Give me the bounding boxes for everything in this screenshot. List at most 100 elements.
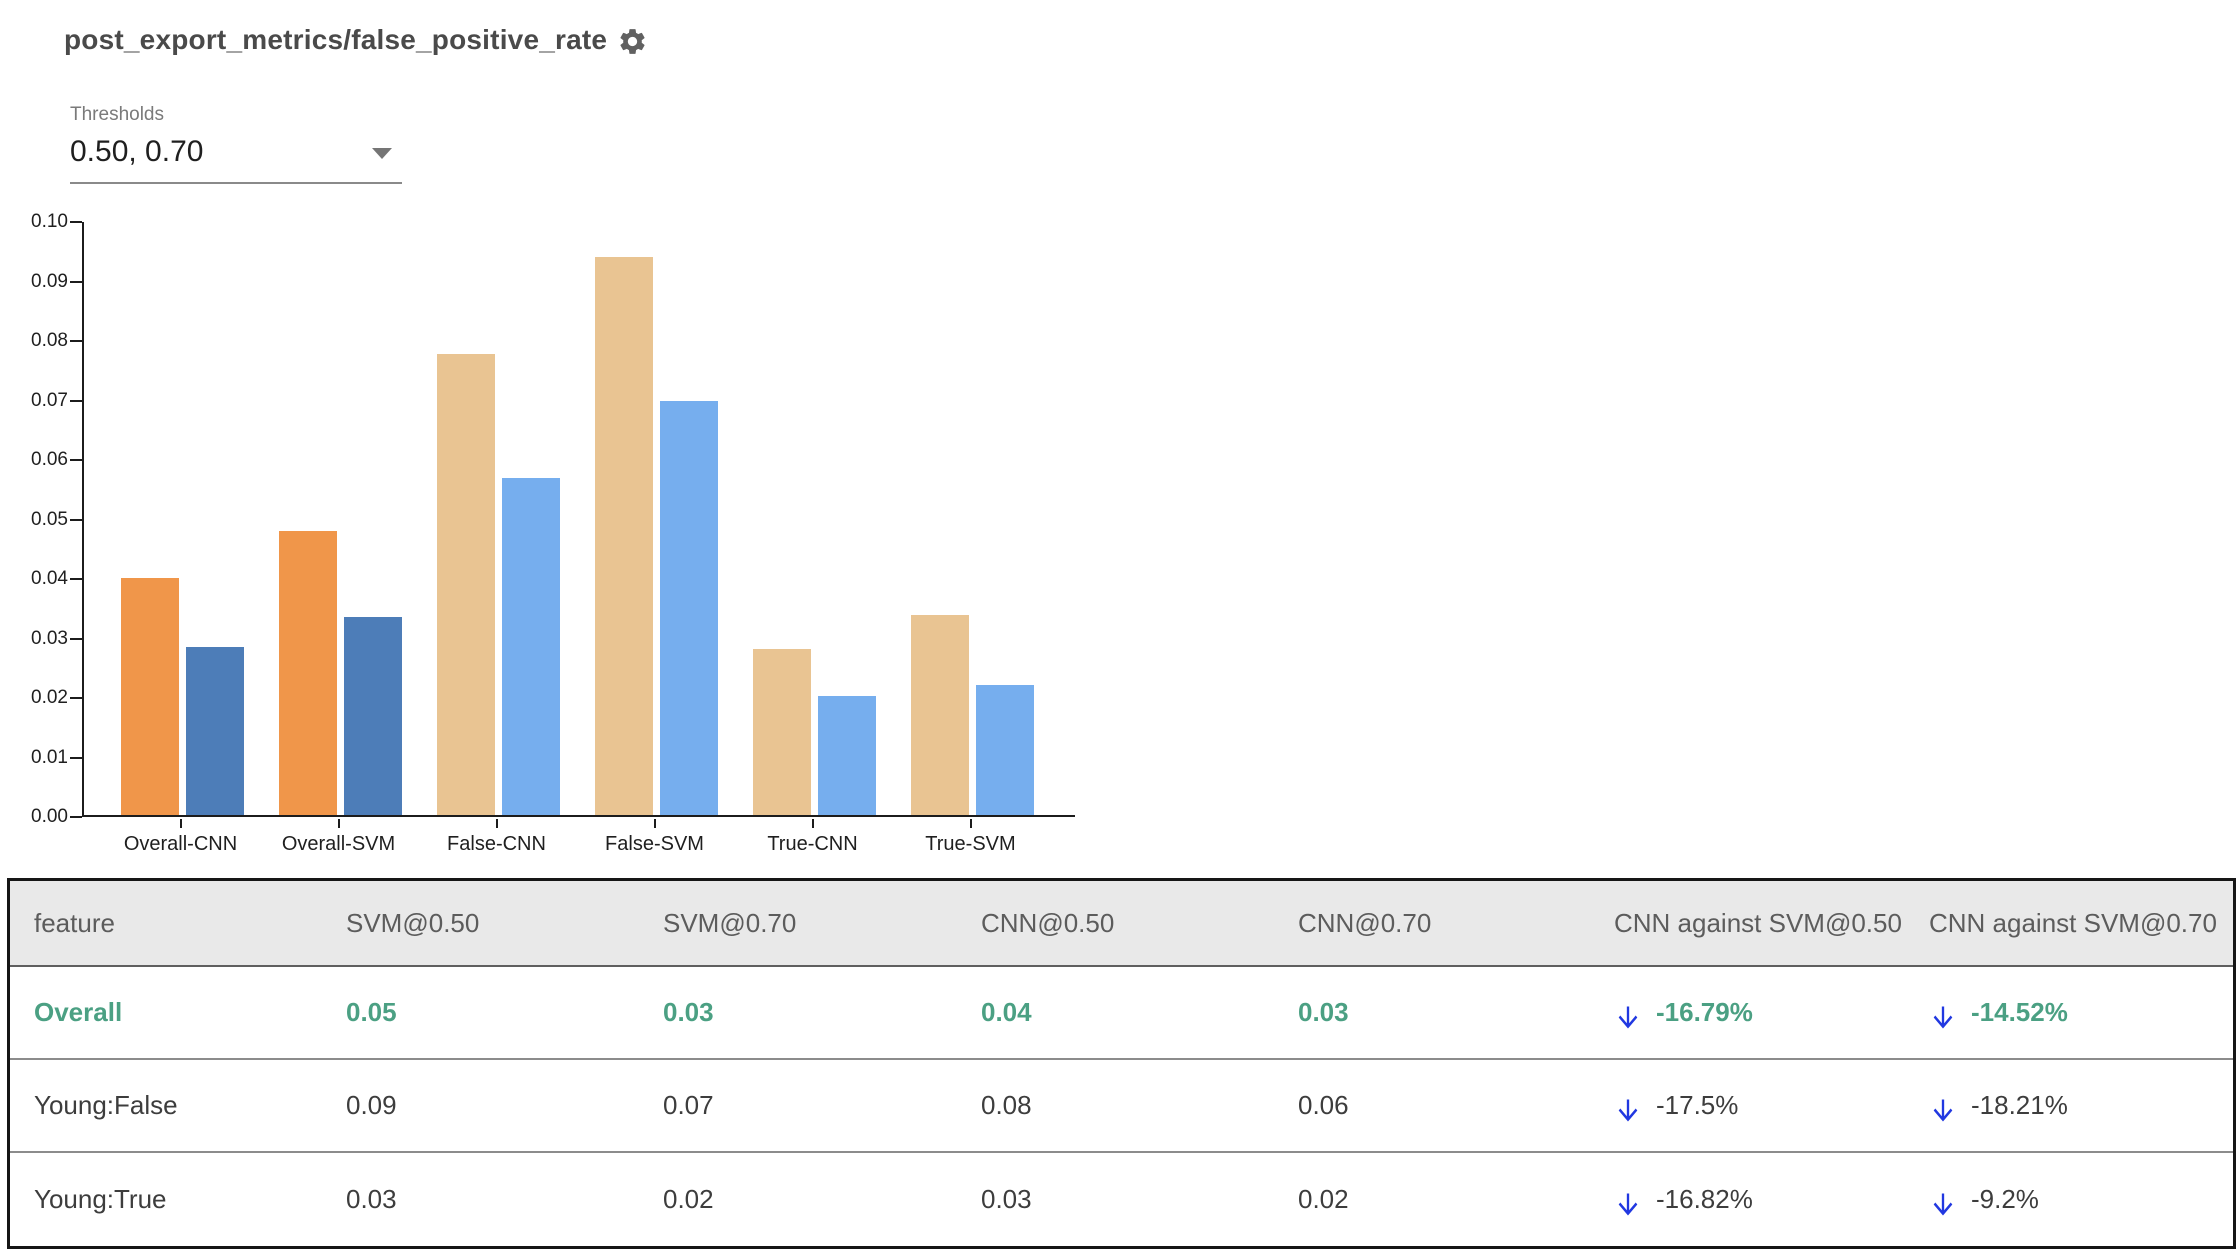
comparison-value: -9.2% xyxy=(1971,1184,2039,1214)
value-cell-cnn-0.50: 0.04 xyxy=(957,997,1274,1028)
metric-value: 0.04 xyxy=(981,997,1032,1027)
y-tick-label: 0.00 xyxy=(31,806,68,827)
feature-cell: Young:True xyxy=(10,1184,322,1215)
x-tick-mark xyxy=(811,819,814,828)
column-header-feature: feature xyxy=(34,907,115,938)
arrow-down-icon xyxy=(1929,1094,1957,1122)
arrow-down-icon xyxy=(1929,1188,1957,1216)
column-header-svm-0.50: SVM@0.50 xyxy=(346,907,480,938)
arrow-down-icon xyxy=(1614,1001,1642,1029)
metric-value: 0.02 xyxy=(663,1184,714,1214)
metric-value: 0.09 xyxy=(346,1090,397,1120)
feature-label: Young:False xyxy=(34,1090,178,1120)
comparison-value: -16.82% xyxy=(1656,1184,1753,1214)
feature-cell: Overall xyxy=(10,997,322,1028)
bar-true-svm-t050 xyxy=(911,615,969,815)
arrow-down-icon xyxy=(1614,1188,1642,1216)
value-cell-svm-0.50: 0.09 xyxy=(322,1090,639,1121)
value-cell-svm-0.50: 0.05 xyxy=(322,997,639,1028)
x-tick-label-false-cnn: False-CNN xyxy=(447,833,546,855)
comparison-cell-svm0.70: -9.2% xyxy=(1905,1183,2233,1216)
bar-overall-svm-t070 xyxy=(344,617,402,815)
bar-false-cnn-t050 xyxy=(437,354,495,815)
comparison-cell-svm0.70: -18.21% xyxy=(1905,1089,2233,1122)
comparison-value: -14.52% xyxy=(1971,997,2068,1027)
bar-false-cnn-t070 xyxy=(502,478,560,815)
y-tick-label: 0.10 xyxy=(31,211,68,232)
metric-value: 0.03 xyxy=(346,1184,397,1214)
y-tick-label: 0.02 xyxy=(31,687,68,708)
thresholds-label: Thresholds xyxy=(70,104,164,125)
y-tick-mark xyxy=(70,756,82,759)
x-tick-mark xyxy=(337,819,340,828)
comparison-cell-svm0.50: -17.5% xyxy=(1590,1089,1905,1122)
y-tick-mark xyxy=(70,816,82,818)
column-header-cnn-against-svm-0.50: CNN against SVM@0.50 xyxy=(1614,907,1902,938)
comparison-value: -16.79% xyxy=(1656,997,1753,1027)
thresholds-select[interactable]: Thresholds 0.50, 0.70 xyxy=(70,104,402,184)
value-cell-cnn-0.70: 0.03 xyxy=(1274,997,1590,1028)
metric-value: 0.05 xyxy=(346,997,397,1027)
metric-value: 0.03 xyxy=(981,1184,1032,1214)
y-tick-label: 0.01 xyxy=(31,746,68,768)
bar-overall-svm-t050 xyxy=(279,531,337,815)
column-header-cnn-against-svm-0.70: CNN against SVM@0.70 xyxy=(1929,907,2217,938)
comparison-value: -18.21% xyxy=(1971,1090,2068,1120)
value-cell-cnn-0.70: 0.02 xyxy=(1274,1184,1590,1215)
column-header-svm-0.70: SVM@0.70 xyxy=(663,907,797,938)
metric-value: 0.07 xyxy=(663,1090,714,1120)
comparison-cell-svm0.50: -16.82% xyxy=(1590,1183,1905,1216)
x-tick-label-false-svm: False-SVM xyxy=(605,833,704,855)
table-header-row: feature SVM@0.50 SVM@0.70 CNN@0.50 CNN@0.70 C… xyxy=(10,881,2233,967)
y-tick-mark xyxy=(70,280,82,283)
y-tick-mark xyxy=(70,578,82,580)
y-tick-mark xyxy=(70,697,82,699)
x-tick-label-true-svm: True-SVM xyxy=(925,833,1016,855)
y-tick-label: 0.07 xyxy=(31,389,68,411)
page-title: post_export_metrics/false_positive_rate xyxy=(64,24,608,55)
arrow-down-icon xyxy=(1929,1001,1957,1029)
bar-overall-cnn-t070 xyxy=(186,647,244,815)
x-tick-mark xyxy=(179,819,182,828)
bar-overall-cnn-t050 xyxy=(121,578,179,815)
x-tick-mark xyxy=(495,819,498,828)
value-cell-svm-0.70: 0.07 xyxy=(639,1090,957,1121)
x-tick-label-overall-svm: Overall-SVM xyxy=(281,833,396,855)
table-row-overall[interactable]: Overall 0.05 0.03 0.04 0.03 -16.79% -14.52% xyxy=(10,967,2233,1060)
x-tick-label-true-cnn: True-CNN xyxy=(767,833,858,855)
value-cell-cnn-0.50: 0.08 xyxy=(957,1090,1274,1121)
metric-value: 0.08 xyxy=(981,1090,1032,1120)
y-tick-mark xyxy=(70,221,82,223)
table-row-young-true[interactable]: Young:True 0.03 0.02 0.03 0.02 -16.82% -9.2% xyxy=(10,1153,2233,1246)
value-cell-svm-0.70: 0.03 xyxy=(639,997,957,1028)
metric-value: 0.02 xyxy=(1298,1184,1349,1214)
table-row-young-false[interactable]: Young:False 0.09 0.07 0.08 0.06 -17.5% -18.21% xyxy=(10,1060,2233,1153)
bar-true-cnn-t050 xyxy=(753,649,811,815)
comparison-cell-svm0.70: -14.52% xyxy=(1905,996,2233,1029)
column-header-cnn-0.70: CNN@0.70 xyxy=(1298,907,1432,938)
feature-cell: Young:False xyxy=(10,1090,322,1121)
y-tick-mark xyxy=(70,340,82,342)
feature-label: Young:True xyxy=(34,1184,167,1214)
bar-true-cnn-t070 xyxy=(818,696,876,815)
x-tick-mark xyxy=(653,819,656,828)
x-tick-label-overall-cnn: Overall-CNN xyxy=(123,833,238,855)
thresholds-value: 0.50, 0.70 xyxy=(70,135,204,168)
gear-icon[interactable] xyxy=(617,26,648,57)
y-tick-mark xyxy=(70,518,82,521)
feature-label: Overall xyxy=(34,997,123,1027)
y-tick-mark xyxy=(70,459,82,461)
plot-area xyxy=(82,222,1075,817)
column-header-cnn-0.50: CNN@0.50 xyxy=(981,907,1115,938)
y-tick-label: 0.06 xyxy=(31,449,68,470)
comparison-cell-svm0.50: -16.79% xyxy=(1590,996,1905,1029)
y-tick-label: 0.05 xyxy=(31,508,68,530)
value-cell-svm-0.50: 0.03 xyxy=(322,1184,639,1215)
arrow-down-icon xyxy=(1614,1094,1642,1122)
metrics-table: feature SVM@0.50 SVM@0.70 CNN@0.50 CNN@0.70 C… xyxy=(7,878,2236,1249)
y-tick-mark xyxy=(70,399,82,402)
y-tick-label: 0.03 xyxy=(31,627,68,649)
value-cell-cnn-0.50: 0.03 xyxy=(957,1184,1274,1215)
value-cell-cnn-0.70: 0.06 xyxy=(1274,1090,1590,1121)
bar-false-svm-t070 xyxy=(660,401,718,815)
